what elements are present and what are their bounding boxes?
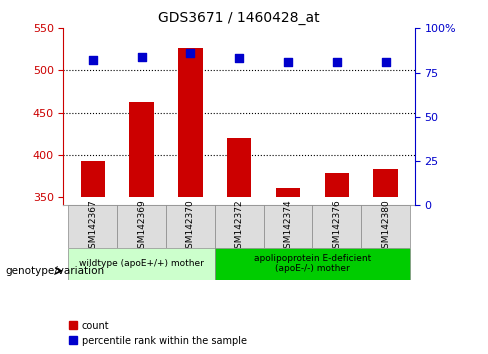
- Point: [284, 59, 292, 65]
- FancyBboxPatch shape: [68, 248, 215, 280]
- Text: genotype/variation: genotype/variation: [5, 266, 104, 276]
- Title: GDS3671 / 1460428_at: GDS3671 / 1460428_at: [158, 11, 320, 24]
- FancyBboxPatch shape: [215, 205, 264, 248]
- Bar: [227, 138, 251, 197]
- Bar: [325, 173, 349, 197]
- FancyBboxPatch shape: [68, 205, 117, 248]
- Bar: [129, 102, 154, 197]
- Point: [382, 59, 389, 65]
- Point: [89, 57, 97, 63]
- Point: [186, 50, 194, 56]
- FancyBboxPatch shape: [312, 205, 361, 248]
- Point: [235, 56, 243, 61]
- Bar: [373, 169, 398, 197]
- Bar: [178, 48, 203, 197]
- Text: GSM142369: GSM142369: [137, 199, 146, 254]
- FancyBboxPatch shape: [166, 205, 215, 248]
- Point: [138, 54, 145, 59]
- Legend: count, percentile rank within the sample: count, percentile rank within the sample: [68, 321, 247, 346]
- FancyBboxPatch shape: [264, 205, 312, 248]
- Text: GSM142376: GSM142376: [332, 199, 341, 254]
- Text: wildtype (apoE+/+) mother: wildtype (apoE+/+) mother: [79, 259, 204, 268]
- Text: GSM142372: GSM142372: [235, 199, 244, 254]
- FancyBboxPatch shape: [361, 205, 410, 248]
- Bar: [81, 161, 105, 197]
- Text: GSM142380: GSM142380: [381, 199, 390, 254]
- FancyBboxPatch shape: [215, 248, 410, 280]
- Text: GSM142370: GSM142370: [186, 199, 195, 254]
- Bar: [276, 188, 300, 197]
- Point: [333, 59, 341, 65]
- Text: apolipoprotein E-deficient
(apoE-/-) mother: apolipoprotein E-deficient (apoE-/-) mot…: [254, 254, 371, 273]
- FancyBboxPatch shape: [117, 205, 166, 248]
- Text: GSM142367: GSM142367: [88, 199, 97, 254]
- Text: GSM142374: GSM142374: [284, 199, 292, 254]
